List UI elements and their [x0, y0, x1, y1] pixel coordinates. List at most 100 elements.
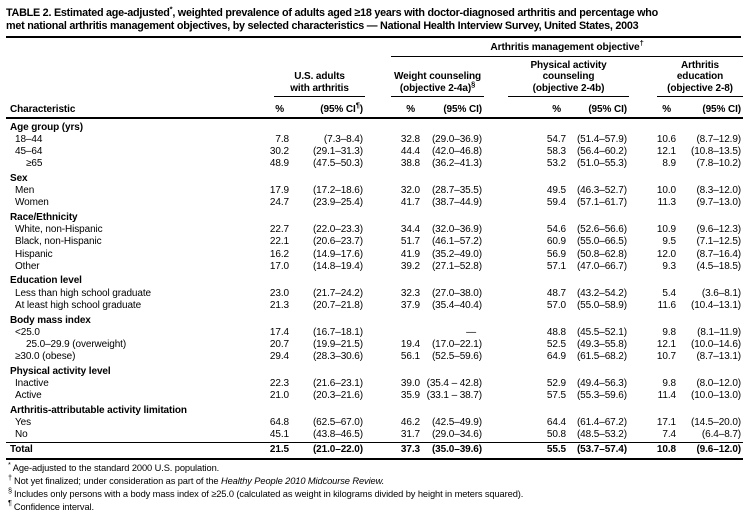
- ci-value: (53.7–57.4): [566, 441, 629, 460]
- group-header-arthritis-education: Arthritis education (objective 2-8): [629, 57, 744, 97]
- table-row: White, non-Hispanic 22.7 (22.0–23.3) 34.4 (3…: [6, 224, 743, 236]
- pct-value: 64.9: [546, 351, 566, 363]
- footnote-text: Confidence interval.: [13, 501, 94, 512]
- ci-value: (10.8–13.5): [690, 145, 742, 157]
- ci-value: (8.7–13.1): [696, 351, 742, 363]
- pct-value: [365, 327, 420, 339]
- section-row: Education level: [6, 273, 743, 288]
- section-label: Sex: [10, 172, 28, 184]
- ci-value: (51.0–55.3): [576, 158, 627, 170]
- table-row: Yes 64.8 (62.5–67.0) 46.2 (42.5–49.9) 64.4 (61…: [6, 417, 743, 429]
- ci-value: (27.0–38.0): [431, 287, 482, 299]
- pct-value: 11.3: [657, 197, 676, 209]
- footnote: † Not yet finalized; under consideration …: [8, 472, 741, 488]
- ci-value: (43.8–46.5): [312, 429, 363, 441]
- pct-value: 48.7: [546, 287, 566, 299]
- pct-value: 60.9: [546, 236, 566, 248]
- ci-value: (55.0–66.5): [576, 236, 627, 248]
- footnote: ¶ Confidence interval.: [8, 499, 741, 514]
- pct-column-header: %: [484, 97, 566, 119]
- row-label: White, non-Hispanic: [15, 224, 103, 236]
- table-row: Total 21.5 (21.0–22.0) 37.3 (35.0–39.6) 55.5(…: [6, 441, 744, 460]
- row-label: Active: [15, 390, 42, 402]
- ci-value: (46.1–57.2): [431, 236, 482, 248]
- footnote: * Age-adjusted to the standard 2000 U.S. …: [8, 461, 741, 475]
- row-label: Other: [15, 260, 40, 272]
- pct-value: 50.8: [546, 429, 566, 441]
- pct-value: 10.0: [656, 185, 676, 197]
- ci-column-header: (95% CI): [420, 97, 484, 119]
- table-row: Less than high school graduate 23.0 (21.7–…: [6, 288, 743, 300]
- pct-value: 20.7: [269, 338, 289, 350]
- row-label: At least high school graduate: [15, 299, 142, 311]
- ci-value: (7.3–8.4): [323, 133, 363, 145]
- pct-value: 17.0: [269, 260, 289, 272]
- pct-value: 22.3: [269, 378, 289, 390]
- row-label: <25.0: [15, 326, 40, 338]
- row-label: 45–64: [15, 145, 43, 157]
- pct-value: 58.3: [546, 145, 566, 157]
- row-label: ≥65: [26, 158, 43, 170]
- row-label: ≥30.0 (obese): [15, 351, 76, 363]
- row-label: Total: [6, 441, 244, 460]
- ci-value: (47.5–50.3): [312, 158, 363, 170]
- table-row: Inactive 22.3 (21.6–23.1) 39.0 (35.4 – 42.8)…: [6, 378, 743, 390]
- column-header-row: Characteristic % (95% CI¶) % (95% CI) % …: [6, 97, 744, 119]
- pct-value: 17.9: [269, 185, 289, 197]
- ci-value: (57.1–61.7): [576, 197, 627, 209]
- row-label: Women: [15, 197, 49, 209]
- table-row: Active 21.0 (20.3–21.6) 35.9 (33.1 – 38.7) 57…: [6, 390, 743, 402]
- footnote-text: Not yet finalized; under consideration a…: [13, 475, 221, 486]
- section-row: Age group (yrs): [6, 118, 743, 134]
- pct-value: 41.7: [400, 197, 420, 209]
- table-row: <25.0 17.4 (16.7–18.1) — 48.8 (45.5–52.1) 9.8 (…: [6, 327, 743, 339]
- pct-value: 10.6: [656, 133, 676, 145]
- pct-value: 22.7: [269, 224, 289, 236]
- ci-value: (35.4–40.4): [431, 299, 482, 311]
- ci-value: (7.1–12.5): [696, 236, 742, 248]
- ci-value: (51.4–57.9): [576, 133, 627, 145]
- section-row: Physical activity level: [6, 363, 743, 378]
- ci-value: (42.5–49.9): [431, 417, 482, 429]
- ci-value: (48.5–53.2): [576, 429, 627, 441]
- ci-value: (21.0–22.0): [289, 441, 365, 460]
- pct-value: 9.5: [662, 236, 676, 248]
- table-row: ≥65 48.9 (47.5–50.3) 38.8 (36.2–41.3) 53.2 (51…: [6, 158, 743, 170]
- pct-value: 51.7: [400, 236, 420, 248]
- table-row: Women 24.7 (23.9–25.4) 41.7 (38.7–44.9) 59.4 (…: [6, 197, 743, 209]
- pct-value: 21.0: [269, 390, 289, 402]
- ci-value: (20.3–21.6): [312, 390, 363, 402]
- table-title-line2: met national arthritis management object…: [6, 20, 639, 32]
- spanner-spacer: [6, 38, 365, 57]
- ci-value: (6.4–8.7): [701, 429, 742, 441]
- pct-value: 56.9: [546, 248, 566, 260]
- spanner-row: Arthritis management objective†: [6, 38, 744, 57]
- footnote-text: Age-adjusted to the standard 2000 U.S. p…: [12, 462, 220, 473]
- pct-column-header: %: [629, 97, 676, 119]
- prevalence-table: Arthritis management objective† U.S. adu…: [6, 38, 744, 460]
- group-header-physical-activity: Physical activity counseling (objective …: [484, 57, 629, 97]
- pct-value: 48.9: [269, 158, 289, 170]
- section-label: Education level: [10, 275, 82, 287]
- row-label: 18–44: [15, 133, 43, 145]
- pct-value: 31.7: [400, 429, 420, 441]
- table-row: 45–64 30.2 (29.1–31.3) 44.4 (42.0–46.8) 58.3 (…: [6, 146, 743, 158]
- pct-value: 32.0: [400, 185, 420, 197]
- table-row: ≥30.0 (obese) 29.4 (28.3–30.6) 56.1 (52.5–59…: [6, 351, 743, 363]
- pct-value: 54.7: [546, 133, 566, 145]
- pct-value: 49.5: [546, 185, 566, 197]
- pct-value: 19.4: [400, 338, 420, 350]
- ci-value: (8.3–12.0): [696, 185, 742, 197]
- pct-value: 34.4: [400, 224, 420, 236]
- footnote-marker: †: [8, 472, 12, 482]
- pct-value: 48.8: [546, 326, 566, 338]
- footnote-marker-pilcrow: ¶: [355, 100, 360, 110]
- pct-value: 44.4: [400, 145, 420, 157]
- pct-value: 59.4: [546, 197, 566, 209]
- pct-value: 39.2: [400, 260, 420, 272]
- row-label: Less than high school graduate: [15, 287, 151, 299]
- table-row: 25.0–29.9 (overweight) 20.7 (19.9–21.5) 19.…: [6, 339, 743, 351]
- row-label: Black, non-Hispanic: [15, 236, 102, 248]
- footnote-marker-asterisk: *: [169, 4, 173, 14]
